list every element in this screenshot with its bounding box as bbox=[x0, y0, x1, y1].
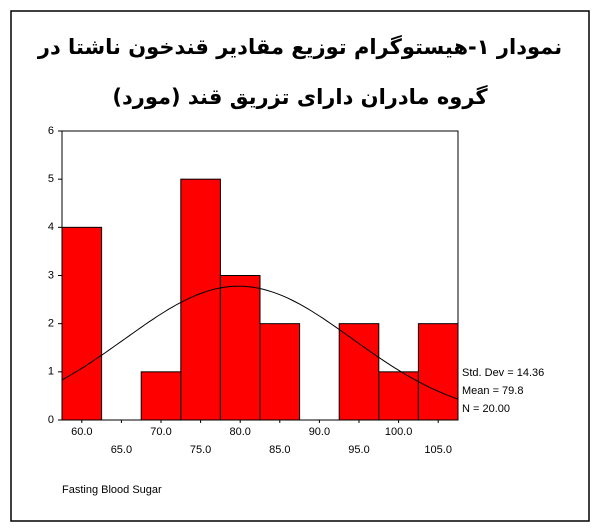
x-axis-label: Fasting Blood Sugar bbox=[62, 484, 162, 496]
x-tick-label: 70.0 bbox=[150, 426, 171, 438]
y-tick-label: 1 bbox=[48, 366, 54, 378]
frame bbox=[10, 10, 590, 522]
normal-curve bbox=[61, 285, 459, 400]
x-tick-label: 100.0 bbox=[385, 426, 413, 438]
stat-label: N = 20.00 bbox=[462, 403, 510, 415]
bar bbox=[378, 371, 419, 421]
bar bbox=[338, 323, 380, 421]
x-tick-label: 65.0 bbox=[111, 444, 132, 456]
y-tick-label: 3 bbox=[48, 269, 54, 281]
x-tick-label: 60.0 bbox=[71, 426, 92, 438]
y-tick-label: 5 bbox=[48, 173, 54, 185]
x-tick-label: 90.0 bbox=[309, 426, 330, 438]
stat-label: Mean = 79.8 bbox=[462, 385, 523, 397]
x-tick-label: 80.0 bbox=[229, 426, 250, 438]
bar bbox=[417, 323, 459, 421]
bar bbox=[61, 226, 103, 421]
y-tick-label: 6 bbox=[48, 125, 54, 137]
bar bbox=[140, 371, 182, 421]
stat-label: Std. Dev = 14.36 bbox=[462, 367, 544, 379]
bar bbox=[219, 275, 261, 421]
plot-frame bbox=[61, 130, 459, 421]
y-tick-label: 4 bbox=[48, 221, 54, 233]
y-tick-label: 2 bbox=[48, 318, 54, 330]
x-tick-label: 85.0 bbox=[269, 444, 290, 456]
x-tick-label: 75.0 bbox=[190, 444, 211, 456]
y-tick-label: 0 bbox=[48, 414, 54, 426]
chart-title: نمودار ١-هیستوگرام توزیع مقادیر قندخون ن… bbox=[37, 34, 562, 59]
x-tick-label: 105.0 bbox=[424, 444, 452, 456]
x-tick-label: 95.0 bbox=[348, 444, 369, 456]
chart-title: گروه مادران دارای تزریق قند (مورد) bbox=[112, 84, 488, 109]
bar bbox=[259, 323, 301, 421]
